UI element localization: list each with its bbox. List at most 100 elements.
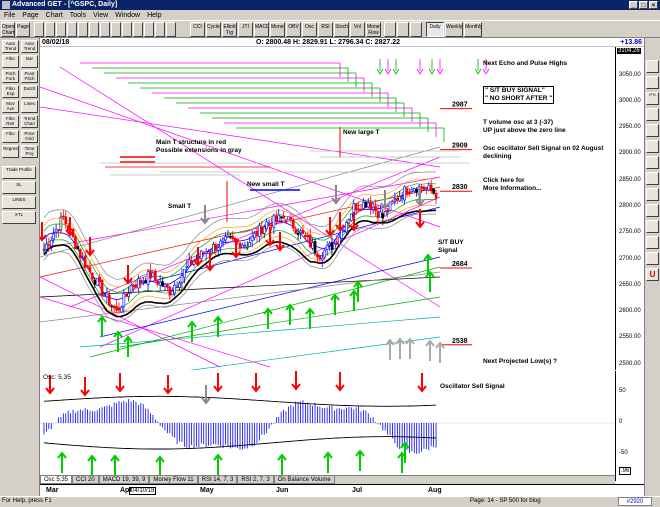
left-tool-fibo[interactable]: Fibo [2, 55, 19, 68]
toolbar-button-rsi[interactable]: RSI [318, 22, 333, 37]
right-tool-0[interactable] [646, 60, 659, 73]
menu-file[interactable]: File [4, 11, 16, 19]
right-tool-3[interactable] [646, 108, 659, 121]
left-tool-dutch[interactable]: Dutch [21, 85, 38, 98]
candle-body [350, 213, 353, 221]
right-tool-10[interactable] [646, 220, 659, 233]
candle-body [408, 192, 411, 194]
maximize-button[interactable]: □ [639, 1, 648, 9]
toolbar-button-obv[interactable]: OBV [286, 22, 301, 37]
toolbar-button-icon-7[interactable] [89, 22, 99, 37]
right-tool-8[interactable] [646, 188, 659, 201]
candle-body [398, 196, 402, 202]
info-link[interactable]: Click here for More Information... [483, 177, 542, 193]
right-tool-4[interactable] [646, 124, 659, 137]
left-tool-regression[interactable]: Regression [2, 145, 19, 158]
tab-macd-19-39-9[interactable]: MACD 19, 39, 9 [98, 476, 150, 484]
toolbar-button-icon-13[interactable] [155, 22, 165, 37]
tab-on-balance-volume[interactable]: On Balance Volume [273, 476, 335, 484]
candle-body [393, 198, 397, 200]
toolbar-button-stoch[interactable]: Stoch [334, 22, 349, 37]
toolbar-button-jti[interactable]: JTI [238, 22, 253, 37]
info-link-line2[interactable]: More Information... [483, 185, 542, 192]
toolbar-button-money-flow[interactable]: Money Flow [366, 22, 381, 37]
toolbar-button-vol[interactable]: Vol [350, 22, 365, 37]
left-tool-lines[interactable]: Lines [21, 100, 38, 113]
toolbar-button-icon-14[interactable] [166, 22, 176, 37]
left-tool-lines[interactable]: LINES [2, 196, 36, 209]
left-tool-price-grid[interactable]: Price Grid [21, 130, 38, 143]
toolbar-button-icon-3[interactable] [45, 22, 55, 37]
toolbar-button-osc[interactable]: Osc [302, 22, 317, 37]
right-tool-7[interactable] [646, 172, 659, 185]
toolbar-button-icon-28[interactable] [397, 22, 409, 37]
left-tool-pivot-pitch[interactable]: Pivot Pitch [21, 70, 38, 83]
right-tool-5[interactable] [646, 140, 659, 153]
toolbar-button-icon-29[interactable] [410, 22, 422, 37]
price-chart[interactable]: 2987 2909 2830 2684 2538 [40, 47, 615, 370]
toolbar-button-daily[interactable]: Daily [426, 22, 444, 37]
left-tool-xtl[interactable]: XTL [2, 211, 36, 224]
toolbar-button-icon-8[interactable] [100, 22, 110, 37]
left-tool-auto-trend[interactable]: Auto Trend [2, 40, 19, 53]
left-tool-trend-chan[interactable]: Trend Chan [21, 115, 38, 128]
toolbar-button-icon-6[interactable] [78, 22, 88, 37]
menu-tools[interactable]: Tools [69, 11, 87, 19]
buy-arrow-head [330, 293, 340, 301]
left-tool-mov-ave[interactable]: Mov Ave [2, 100, 19, 113]
info-link-line1[interactable]: Click here for [483, 177, 525, 184]
toolbar-button-open-chart[interactable]: Open Chart [1, 22, 15, 37]
price-tick: 3000.00 [619, 97, 641, 104]
right-tool-12[interactable] [646, 252, 659, 265]
toolbar-button-money[interactable]: Money [270, 22, 285, 37]
menu-window[interactable]: Window [115, 11, 141, 19]
tab-rsi-14-7-3[interactable]: RSI 14, 7, 3 [197, 476, 238, 484]
toolbar-button-icon-4[interactable] [56, 22, 66, 37]
toolbar-button-icon-12[interactable] [144, 22, 154, 37]
left-tool-time-proj[interactable]: Time Proj [21, 145, 38, 158]
right-tool-11[interactable] [646, 236, 659, 249]
toolbar-button-cycles[interactable]: Cycles [206, 22, 221, 37]
left-tool-auto-trend[interactable]: Auto Trend [21, 40, 38, 53]
chart-window[interactable]: 08/02/18 O: 2800.48 H: 2829.91 L: 2796.3… [40, 38, 644, 496]
right-tool-1[interactable] [646, 76, 659, 89]
toolbar-button-monthly[interactable]: Monthly [464, 22, 482, 37]
menu-view[interactable]: View [93, 11, 109, 19]
toolbar-button-cci[interactable]: CCI [190, 22, 205, 37]
toolbar-button-icon-10[interactable] [122, 22, 132, 37]
toolbar-button-elliott-trg[interactable]: Elliott Trg [222, 22, 237, 37]
right-tool-6[interactable] [646, 156, 659, 169]
toolbar-button-weekly[interactable]: Weekly [445, 22, 463, 37]
toolbar-button-icon-5[interactable] [67, 22, 77, 37]
left-tool-sl[interactable]: SL [2, 181, 36, 194]
toolbar-button-icon-2[interactable] [34, 22, 44, 37]
candle-body [132, 284, 135, 287]
toolbar-button-page[interactable]: Page [16, 22, 30, 37]
tab-cci-20[interactable]: CCI 20 [72, 476, 99, 484]
close-button[interactable]: × [649, 1, 658, 9]
oscillator-chart[interactable] [40, 371, 615, 475]
tab-money-flow-11[interactable]: Money Flow 11 [149, 476, 198, 484]
left-tool-bar[interactable]: Bar [21, 55, 38, 68]
candle-body [243, 244, 247, 247]
minimize-button[interactable]: _ [629, 1, 638, 9]
candle-body [124, 294, 128, 296]
right-tool-pti[interactable]: PTI [646, 92, 659, 105]
menu-help[interactable]: Help [147, 11, 162, 19]
toolbar-button-icon-27[interactable] [384, 22, 396, 37]
tab-osc-5-35[interactable]: Osc 5,35 [40, 476, 73, 484]
left-tool-fibo-exp[interactable]: Fibo Exp [2, 85, 19, 98]
tab-rsi-2-7-3[interactable]: RSI 2, 7, 3 [237, 476, 274, 484]
menu-chart[interactable]: Chart [45, 11, 63, 19]
toolbar-button-icon-11[interactable] [133, 22, 143, 37]
right-tool-u[interactable]: U [646, 268, 659, 281]
menu-page[interactable]: Page [22, 11, 39, 19]
candle-body [74, 236, 77, 249]
toolbar-button-icon-9[interactable] [111, 22, 121, 37]
toolbar-button-macd[interactable]: MACD [254, 22, 269, 37]
right-tool-9[interactable] [646, 204, 659, 217]
left-tool-trade-profile[interactable]: Trade Profile [2, 166, 36, 179]
left-tool-fibo-retr[interactable]: Fibo Retr [2, 115, 19, 128]
left-tool-fibo[interactable]: Fibo [2, 130, 19, 143]
left-tool-pitch-fork[interactable]: Pitch Fork [2, 70, 19, 83]
